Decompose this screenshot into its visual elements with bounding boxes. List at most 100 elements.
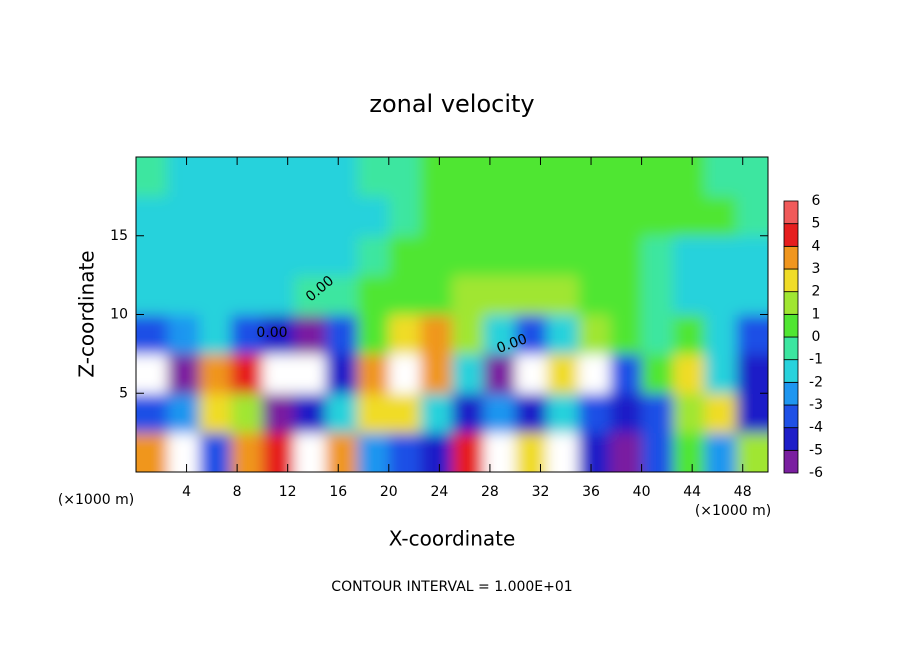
cell	[704, 353, 737, 394]
cell	[136, 157, 169, 197]
cell	[610, 196, 643, 237]
cell	[452, 353, 485, 394]
cell	[704, 314, 737, 355]
cell	[420, 432, 453, 472]
cell	[641, 393, 674, 434]
x-tick-label: 4	[182, 484, 191, 500]
cell	[736, 314, 768, 355]
cell	[294, 432, 327, 472]
cell	[388, 157, 421, 197]
cell	[736, 353, 768, 394]
cell	[546, 353, 579, 394]
cell	[452, 314, 485, 355]
colorbar-label: 5	[812, 216, 821, 232]
cell	[262, 314, 295, 355]
cell	[420, 157, 453, 197]
cell	[199, 275, 232, 315]
cell	[357, 196, 390, 237]
cell	[452, 275, 485, 315]
cell	[483, 353, 516, 394]
cell	[294, 275, 327, 315]
colorbar-band	[783, 245, 799, 270]
cell	[262, 353, 295, 394]
cell	[167, 353, 200, 394]
cell	[736, 432, 768, 472]
cell	[641, 432, 674, 472]
cell	[515, 157, 548, 197]
cell	[641, 314, 674, 355]
cell	[167, 393, 200, 434]
x-tick-label: 24	[430, 484, 448, 500]
cell	[357, 353, 390, 394]
cell	[357, 275, 390, 315]
cell	[357, 393, 390, 434]
cell	[136, 393, 169, 434]
x-tick-label: 16	[329, 484, 347, 500]
colorbar-band	[783, 381, 799, 406]
cell	[515, 314, 548, 355]
cell	[167, 157, 200, 197]
cell	[736, 196, 768, 237]
colorbar-label: -4	[809, 420, 823, 436]
colorbar-label: 2	[812, 284, 821, 300]
cell	[578, 314, 611, 355]
cell	[515, 275, 548, 315]
cell	[420, 275, 453, 315]
cell	[578, 393, 611, 434]
cell	[294, 196, 327, 237]
cell	[325, 432, 358, 472]
cell	[546, 235, 579, 276]
cell	[294, 314, 327, 355]
x-tick-label: 48	[734, 484, 752, 500]
cell	[199, 157, 232, 197]
cell	[673, 157, 706, 197]
y-tick-label: 5	[119, 385, 128, 401]
cell	[610, 275, 643, 315]
colorbar-label: -2	[809, 374, 823, 390]
colorbar-band	[783, 449, 799, 474]
cell	[136, 353, 169, 394]
cell	[641, 157, 674, 197]
cell	[641, 235, 674, 276]
colorbar-band	[783, 268, 799, 293]
cell	[578, 275, 611, 315]
cell	[420, 196, 453, 237]
x-tick-label: 12	[279, 484, 297, 500]
y-tick-label: 15	[110, 228, 128, 244]
cell	[704, 275, 737, 315]
cell	[641, 275, 674, 315]
cell	[546, 432, 579, 472]
cell	[262, 196, 295, 237]
cell	[199, 353, 232, 394]
cell	[325, 314, 358, 355]
cell	[515, 393, 548, 434]
colorbar-label: 1	[812, 306, 821, 322]
cell	[325, 275, 358, 315]
cell	[199, 314, 232, 355]
cell	[673, 275, 706, 315]
cell	[357, 432, 390, 472]
cell	[483, 157, 516, 197]
cell	[388, 432, 421, 472]
colorbar-band	[783, 200, 799, 225]
cell	[704, 432, 737, 472]
cell	[357, 235, 390, 276]
cell	[483, 275, 516, 315]
cell	[199, 235, 232, 276]
colorbar-band	[783, 291, 799, 315]
colorbar-label: -3	[809, 397, 823, 413]
cell	[736, 235, 768, 276]
cell	[673, 353, 706, 394]
cell	[704, 196, 737, 237]
cell	[452, 157, 485, 197]
colorbar-label: 3	[812, 261, 821, 277]
cell	[610, 353, 643, 394]
cell	[388, 196, 421, 237]
footnote: CONTOUR INTERVAL = 1.000E+01	[331, 579, 572, 595]
cell	[167, 275, 200, 315]
x-tick-label: 32	[532, 484, 550, 500]
cell	[673, 235, 706, 276]
x-unit-label: (×1000 m)	[58, 492, 134, 508]
cell	[262, 235, 295, 276]
